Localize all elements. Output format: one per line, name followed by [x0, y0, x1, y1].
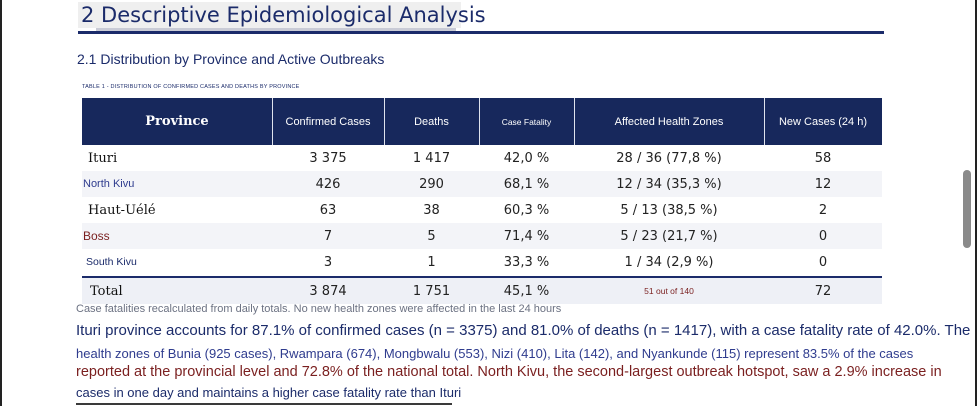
paragraph-line: reported at the provincial level and 72.… [76, 364, 942, 380]
total-case-fatality: 45,1 % [503, 283, 550, 299]
new-cases: 0 [818, 228, 828, 244]
paragraph-line: cases in one day and maintains a higher … [76, 385, 462, 400]
total-label: Total [90, 283, 123, 299]
case-fatality: 42,0 % [503, 150, 550, 166]
paragraph-line: health zones of Bunia (925 cases), Rwamp… [76, 346, 914, 361]
table-row: Ituri 3 375 1 417 42,0 % 28 / 36 (77,8 %… [82, 145, 882, 171]
province-name: Ituri [88, 150, 118, 166]
heading-shadow-line [96, 28, 456, 31]
page-border-right [975, 0, 977, 406]
header-divider [479, 98, 480, 145]
header-divider [272, 98, 273, 145]
total-new-cases: 72 [814, 283, 832, 299]
case-fatality: 68,1 % [503, 176, 550, 192]
paragraph-line: Ituri province accounts for 87.1% of con… [76, 322, 971, 339]
affected-zones: 28 / 36 (77,8 %) [616, 150, 722, 166]
affected-zones: 5 / 13 (38,5 %) [620, 202, 718, 218]
header-divider [764, 98, 765, 145]
case-fatality: 33,3 % [503, 254, 550, 270]
new-cases: 58 [814, 150, 832, 166]
table-row: Haut-Uélé 63 38 60,3 % 5 / 13 (38,5 %) 2 [82, 197, 882, 223]
header-deaths: Deaths [414, 115, 449, 128]
confirmed-cases: 3 [323, 254, 333, 270]
header-confirmed: Confirmed Cases [285, 115, 371, 128]
deaths: 1 417 [412, 150, 451, 166]
page-border-left [0, 0, 2, 406]
section-heading: 2 Descriptive Epidemiological Analysis [78, 2, 486, 28]
deaths: 38 [423, 202, 440, 218]
table-header: Province Confirmed Cases Deaths Case Fat… [82, 98, 882, 145]
scrollbar-thumb[interactable] [963, 170, 971, 248]
header-divider [384, 98, 385, 145]
header-affected-zones: Affected Health Zones [614, 115, 724, 128]
header-divider [574, 98, 575, 145]
province-name: Haut-Uélé [88, 202, 156, 218]
total-confirmed: 3 874 [309, 283, 347, 299]
confirmed-cases: 7 [323, 228, 333, 244]
new-cases: 0 [818, 254, 828, 270]
confirmed-cases: 3 375 [309, 150, 347, 166]
total-deaths: 1 751 [412, 283, 451, 299]
confirmed-cases: 426 [315, 176, 341, 192]
case-fatality: 71,4 % [503, 228, 550, 244]
total-affected-zones: 51 out of 140 [644, 286, 694, 296]
heading-underline [78, 31, 884, 34]
deaths: 290 [419, 176, 444, 192]
table-row: Boss 7 5 71,4 % 5 / 23 (21,7 %) 0 [82, 223, 882, 249]
affected-zones: 12 / 34 (35,3 %) [616, 176, 722, 192]
province-name: North Kivu [83, 178, 135, 190]
total-row: Total 3 874 1 751 45,1 % 51 out of 140 7… [82, 278, 882, 304]
paragraph-underline [76, 403, 452, 405]
table-footnote: Case fatalities recalculated from daily … [76, 303, 562, 315]
total-divider [82, 276, 882, 278]
deaths: 1 [427, 254, 436, 270]
table-row: North Kivu 426 290 68,1 % 12 / 34 (35,3 … [82, 171, 882, 197]
deaths: 5 [427, 228, 436, 244]
new-cases: 2 [818, 202, 828, 218]
confirmed-cases: 63 [319, 202, 337, 218]
table-caption: TABLE 1 - DISTRIBUTION OF CONFIRMED CASE… [82, 84, 300, 90]
affected-zones: 5 / 23 (21,7 %) [620, 228, 718, 244]
table-row: South Kivu 3 1 33,3 % 1 / 34 (2,9 %) 0 [82, 249, 882, 275]
province-name: Boss [83, 229, 110, 243]
header-province: Province [145, 114, 209, 129]
header-case-fatality: Case Fatality [501, 116, 552, 127]
new-cases: 12 [814, 176, 832, 192]
province-name: South Kivu [86, 256, 137, 268]
affected-zones: 1 / 34 (2,9 %) [624, 254, 714, 270]
case-fatality: 60,3 % [503, 202, 550, 218]
header-new-cases: New Cases (24 h) [778, 115, 868, 128]
subsection-heading: 2.1 Distribution by Province and Active … [77, 51, 385, 67]
